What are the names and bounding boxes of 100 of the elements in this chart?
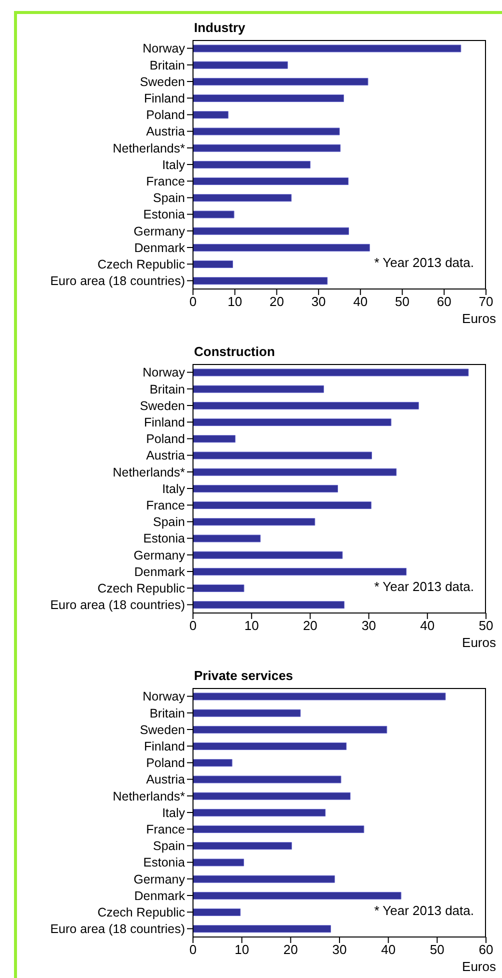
bar — [193, 842, 292, 850]
x-tick-label: 40 — [381, 942, 396, 958]
bar — [193, 128, 340, 136]
y-tick-label: Estonia — [143, 856, 186, 870]
y-tick-label: Austria — [146, 124, 186, 139]
y-tick-label: Netherlands* — [112, 465, 186, 480]
y-tick-label: Norway — [142, 366, 186, 380]
bar — [193, 61, 288, 69]
x-tick-label: 50 — [395, 294, 410, 310]
y-tick-label: Euro area (18 countries) — [50, 598, 185, 612]
bar — [193, 452, 372, 460]
y-tick-label: Norway — [142, 42, 186, 56]
y-tick-label: Italy — [162, 158, 186, 172]
bar — [193, 160, 310, 168]
x-tick-label: 50 — [478, 618, 494, 634]
x-tick-label: 0 — [189, 942, 197, 958]
bar — [193, 227, 349, 235]
y-tick-label: Euro area (18 countries) — [50, 274, 185, 288]
bar — [193, 534, 261, 542]
y-tick-label: France — [146, 498, 186, 513]
y-tick-label: Estonia — [143, 532, 186, 546]
bar — [193, 402, 419, 410]
y-tick-label: Sweden — [140, 722, 186, 737]
y-tick-label: France — [146, 174, 186, 189]
bar — [193, 435, 236, 443]
chart-title: Private services — [193, 667, 294, 685]
y-tick-label: Finland — [144, 92, 186, 106]
bar — [193, 468, 397, 476]
y-tick-label: Sweden — [140, 398, 186, 413]
y-tick-label: Poland — [146, 756, 186, 770]
chart-title: Industry — [193, 19, 246, 37]
y-tick-label: Czech Republic — [97, 258, 185, 272]
annotation: * Year 2013 data. — [374, 903, 474, 918]
y-tick-label: Germany — [134, 872, 186, 886]
bar — [193, 210, 234, 218]
y-tick-label: Germany — [134, 224, 186, 238]
bar — [193, 826, 364, 834]
bar — [193, 858, 244, 866]
y-tick-label: Britain — [150, 382, 186, 396]
y-tick-label: Denmark — [134, 888, 186, 903]
annotation: * Year 2013 data. — [374, 579, 474, 594]
bar — [193, 875, 335, 883]
bar — [193, 111, 228, 119]
bar — [193, 742, 347, 750]
y-tick-label: Spain — [153, 515, 186, 530]
bar — [193, 792, 350, 800]
y-tick-label: Austria — [146, 448, 186, 463]
x-tick-label: 10 — [244, 618, 259, 634]
bar — [193, 78, 368, 86]
x-tick-label: 40 — [420, 618, 435, 634]
bar — [193, 277, 328, 285]
x-tick-label: 0 — [189, 618, 197, 634]
bar — [193, 692, 446, 700]
bar — [193, 244, 370, 252]
y-tick-label: Netherlands* — [112, 789, 186, 804]
bar — [193, 502, 372, 510]
y-tick-label: Finland — [144, 740, 186, 754]
bar — [193, 808, 326, 816]
y-tick-label: Euro area (18 countries) — [50, 922, 185, 936]
x-tick-label: 40 — [353, 294, 368, 310]
bar — [193, 260, 234, 268]
y-tick-label: Poland — [146, 108, 186, 122]
bar — [193, 726, 388, 734]
x-tick-label: 30 — [362, 618, 376, 634]
y-tick-label: Spain — [153, 839, 186, 854]
bar — [193, 178, 349, 186]
bar — [193, 94, 344, 102]
y-tick-label: Germany — [134, 548, 186, 562]
bar — [193, 368, 469, 376]
y-tick-label: Norway — [142, 690, 186, 704]
y-tick-label: Denmark — [134, 240, 186, 255]
annotation: * Year 2013 data. — [374, 255, 474, 270]
y-tick-label: Denmark — [134, 564, 186, 579]
x-axis-title: Euros — [462, 959, 496, 974]
bar — [193, 144, 341, 152]
bar — [193, 568, 407, 576]
bar — [193, 709, 301, 717]
y-tick-label: Spain — [153, 191, 186, 206]
x-tick-label: 30 — [332, 942, 347, 958]
x-axis-title: Euros — [462, 635, 496, 650]
y-tick-label: France — [146, 822, 186, 837]
x-axis-title: Euros — [462, 311, 496, 326]
bar — [193, 584, 244, 592]
x-tick-label: 10 — [234, 942, 250, 958]
x-tick-label: 0 — [189, 294, 197, 310]
y-tick-label: Britain — [150, 58, 186, 72]
bar — [193, 518, 316, 526]
y-tick-label: Czech Republic — [97, 582, 185, 596]
x-tick-label: 60 — [478, 942, 494, 958]
bar — [193, 925, 331, 933]
bar — [193, 484, 338, 492]
bar — [193, 892, 402, 900]
y-tick-label: Italy — [162, 482, 186, 496]
y-tick-label: Austria — [146, 772, 186, 787]
y-tick-label: Estonia — [143, 208, 186, 222]
bar — [193, 194, 292, 202]
x-tick-label: 10 — [228, 294, 242, 310]
x-tick-label: 20 — [269, 294, 284, 310]
bar — [193, 551, 343, 559]
y-tick-label: Finland — [144, 416, 186, 430]
